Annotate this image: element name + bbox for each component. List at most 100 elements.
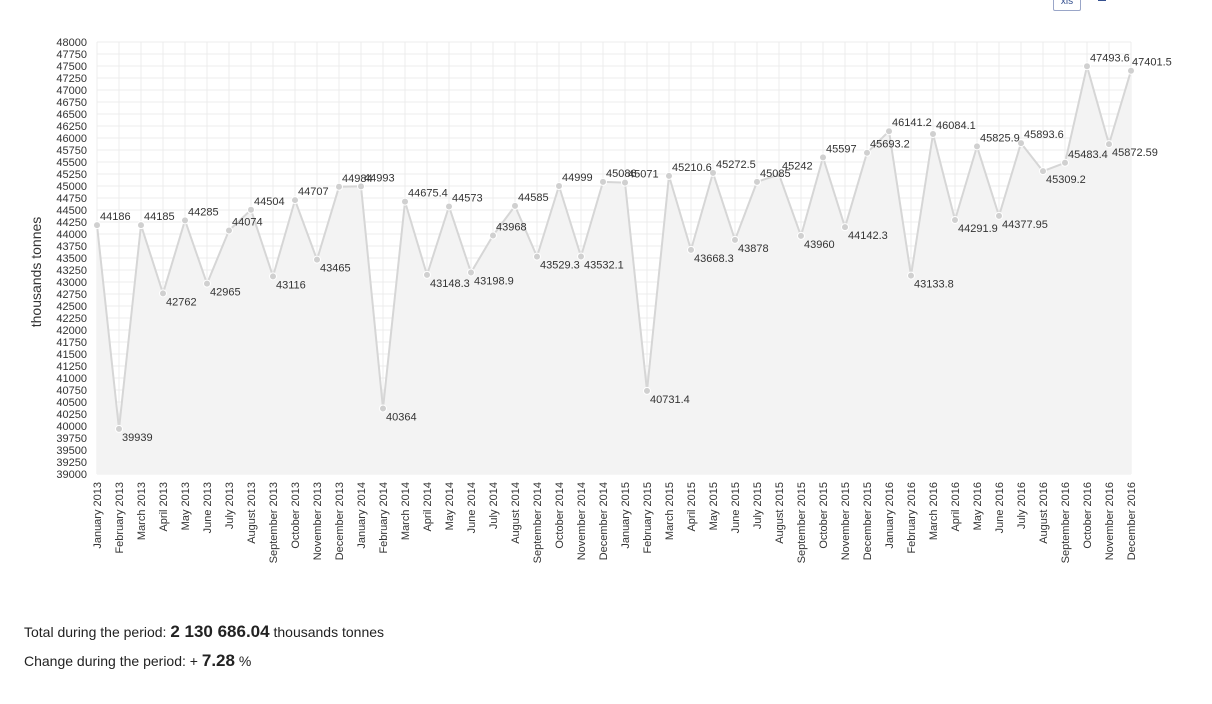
total-prefix: Total during the period: <box>24 624 167 640</box>
data-point[interactable] <box>423 270 431 279</box>
data-label: 44707 <box>298 186 329 198</box>
data-point[interactable] <box>555 182 563 191</box>
y-tick-label: 42500 <box>56 301 87 313</box>
y-tick-label: 46000 <box>56 133 87 145</box>
data-point[interactable] <box>379 404 387 413</box>
data-point[interactable] <box>973 142 981 151</box>
series-line <box>96 65 1132 430</box>
x-tick-label: October 2013 <box>290 482 302 549</box>
data-label: 45071 <box>628 169 659 181</box>
data-point[interactable] <box>841 223 849 232</box>
data-point[interactable] <box>533 252 541 261</box>
data-point[interactable] <box>797 231 805 240</box>
y-tick-label: 43000 <box>56 277 87 289</box>
data-point[interactable] <box>687 245 695 254</box>
data-point[interactable] <box>357 182 365 191</box>
data-label: 44377.95 <box>1002 219 1048 231</box>
data-point[interactable] <box>951 215 959 224</box>
data-point[interactable] <box>775 170 783 179</box>
data-label: 43116 <box>276 279 306 291</box>
data-label: 43148.3 <box>430 278 470 290</box>
data-point[interactable] <box>401 197 409 206</box>
x-tick-label: August 2013 <box>246 482 258 544</box>
x-tick-label: April 2014 <box>422 482 434 532</box>
data-label: 44285 <box>188 206 219 218</box>
data-point[interactable] <box>753 177 761 186</box>
data-point[interactable] <box>709 168 717 177</box>
data-point[interactable] <box>269 272 277 281</box>
change-summary: Change during the period: + 7.28 % <box>24 651 251 671</box>
data-label: 46084.1 <box>936 120 976 132</box>
data-point[interactable] <box>247 205 255 214</box>
data-point[interactable] <box>291 196 299 205</box>
y-tick-label: 45500 <box>56 157 87 169</box>
data-point[interactable] <box>819 153 827 162</box>
data-point[interactable] <box>313 255 321 264</box>
data-point[interactable] <box>1039 167 1047 176</box>
data-point[interactable] <box>115 424 123 433</box>
data-label: 44585 <box>518 192 549 204</box>
data-point[interactable] <box>731 235 739 244</box>
data-point[interactable] <box>511 201 519 210</box>
data-point[interactable] <box>1061 158 1069 167</box>
x-tick-label: August 2016 <box>1038 482 1050 544</box>
x-tick-label: November 2013 <box>312 482 324 560</box>
data-label: 45693.2 <box>870 139 910 151</box>
data-label: 43878 <box>738 243 769 255</box>
print-icon[interactable] <box>1098 0 1106 1</box>
data-point[interactable] <box>577 252 585 261</box>
data-label: 45872.59 <box>1112 147 1158 159</box>
data-point[interactable] <box>885 127 893 136</box>
data-label: 43532.1 <box>584 259 624 271</box>
data-label: 44291.9 <box>958 223 998 235</box>
data-point[interactable] <box>907 271 915 280</box>
data-point[interactable] <box>995 211 1003 220</box>
data-point[interactable] <box>1017 139 1025 148</box>
x-tick-label: July 2016 <box>1016 482 1028 529</box>
y-tick-label: 45250 <box>56 169 87 181</box>
data-point[interactable] <box>467 268 475 277</box>
x-tick-label: March 2013 <box>136 482 148 540</box>
data-point[interactable] <box>1127 66 1135 75</box>
data-point[interactable] <box>1105 140 1113 149</box>
data-point[interactable] <box>159 289 167 298</box>
export-xls-button[interactable]: xls <box>1053 0 1081 11</box>
data-point[interactable] <box>445 202 453 211</box>
total-unit: thousands tonnes <box>273 624 385 640</box>
data-label: 43668.3 <box>694 253 734 265</box>
data-point[interactable] <box>1083 62 1091 71</box>
y-tick-label: 41500 <box>56 349 87 361</box>
data-point[interactable] <box>863 148 871 157</box>
x-tick-label: March 2014 <box>400 482 412 540</box>
data-label: 43968 <box>496 222 527 234</box>
data-point[interactable] <box>643 386 651 395</box>
data-point[interactable] <box>665 171 673 180</box>
x-tick-label: July 2013 <box>224 482 236 529</box>
data-point[interactable] <box>181 216 189 225</box>
data-label: 43198.9 <box>474 275 514 287</box>
data-label: 39939 <box>122 432 153 444</box>
x-tick-label: November 2015 <box>840 482 852 560</box>
y-tick-label: 47250 <box>56 73 87 85</box>
data-point[interactable] <box>929 129 937 138</box>
x-tick-label: May 2013 <box>180 482 192 530</box>
data-point[interactable] <box>93 221 101 230</box>
x-tick-label: December 2014 <box>598 482 610 560</box>
data-point[interactable] <box>335 182 343 191</box>
data-point[interactable] <box>599 177 607 186</box>
data-point[interactable] <box>203 279 211 288</box>
y-tick-label: 44000 <box>56 229 87 241</box>
data-point[interactable] <box>225 226 233 235</box>
data-point[interactable] <box>489 231 497 240</box>
data-point[interactable] <box>621 178 629 187</box>
data-label: 44993 <box>364 172 395 184</box>
x-tick-label: May 2014 <box>444 482 456 530</box>
y-tick-label: 46500 <box>56 109 87 121</box>
y-tick-label: 42000 <box>56 325 87 337</box>
data-label: 44675.4 <box>408 188 448 200</box>
data-labels: 44186 39939 44185 42762 44285 42965 44074 44504… <box>100 52 1172 444</box>
data-label: 44185 <box>144 211 175 223</box>
x-tick-label: June 2013 <box>202 482 214 533</box>
data-point[interactable] <box>137 221 145 230</box>
y-tick-label: 47000 <box>56 85 87 97</box>
